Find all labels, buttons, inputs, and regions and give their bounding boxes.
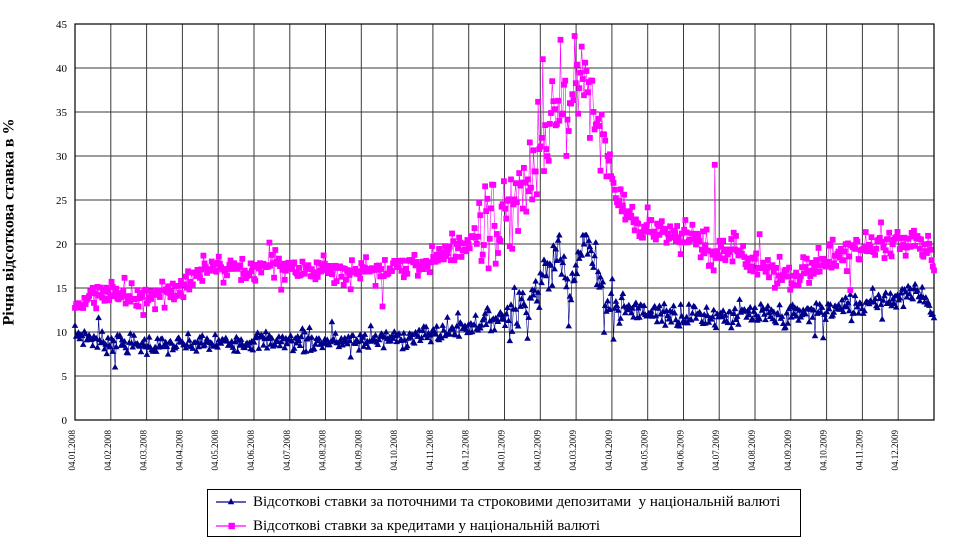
svg-text:15: 15 — [56, 283, 68, 295]
svg-text:04.09.2008: 04.09.2008 — [353, 430, 363, 471]
svg-text:04.02.2009: 04.02.2009 — [532, 430, 542, 471]
svg-text:04.03.2009: 04.03.2009 — [568, 430, 578, 471]
svg-text:04.12.2008: 04.12.2008 — [461, 430, 471, 471]
svg-text:04.05.2008: 04.05.2008 — [210, 430, 220, 471]
svg-text:04.11.2009: 04.11.2009 — [854, 430, 864, 471]
svg-text:25: 25 — [56, 195, 68, 207]
svg-text:04.01.2009: 04.01.2009 — [497, 430, 507, 471]
svg-text:04.12.2009: 04.12.2009 — [890, 430, 900, 471]
svg-text:04.08.2008: 04.08.2008 — [318, 430, 328, 471]
svg-text:04.06.2008: 04.06.2008 — [246, 430, 256, 471]
svg-text:04.09.2009: 04.09.2009 — [783, 430, 793, 471]
svg-text:04.06.2009: 04.06.2009 — [676, 430, 686, 471]
svg-text:04.10.2009: 04.10.2009 — [819, 430, 829, 471]
svg-text:20: 20 — [56, 239, 68, 251]
svg-text:04.10.2008: 04.10.2008 — [389, 430, 399, 471]
svg-text:5: 5 — [62, 371, 68, 383]
svg-text:04.07.2008: 04.07.2008 — [282, 430, 292, 471]
svg-text:04.04.2009: 04.04.2009 — [604, 430, 614, 471]
svg-text:45: 45 — [56, 19, 68, 31]
svg-text:30: 30 — [56, 151, 68, 163]
svg-text:04.07.2009: 04.07.2009 — [711, 430, 721, 471]
svg-text:0: 0 — [62, 415, 68, 427]
svg-text:35: 35 — [56, 107, 68, 119]
svg-text:04.08.2009: 04.08.2009 — [747, 430, 757, 471]
svg-text:04.05.2009: 04.05.2009 — [640, 430, 650, 471]
svg-text:10: 10 — [56, 327, 68, 339]
svg-text:04.01.2008: 04.01.2008 — [67, 430, 77, 471]
svg-text:04.11.2008: 04.11.2008 — [425, 430, 435, 471]
svg-text:04.04.2008: 04.04.2008 — [174, 430, 184, 471]
svg-text:04.02.2008: 04.02.2008 — [103, 430, 113, 471]
svg-text:04.03.2008: 04.03.2008 — [139, 430, 149, 471]
svg-text:40: 40 — [56, 63, 68, 75]
